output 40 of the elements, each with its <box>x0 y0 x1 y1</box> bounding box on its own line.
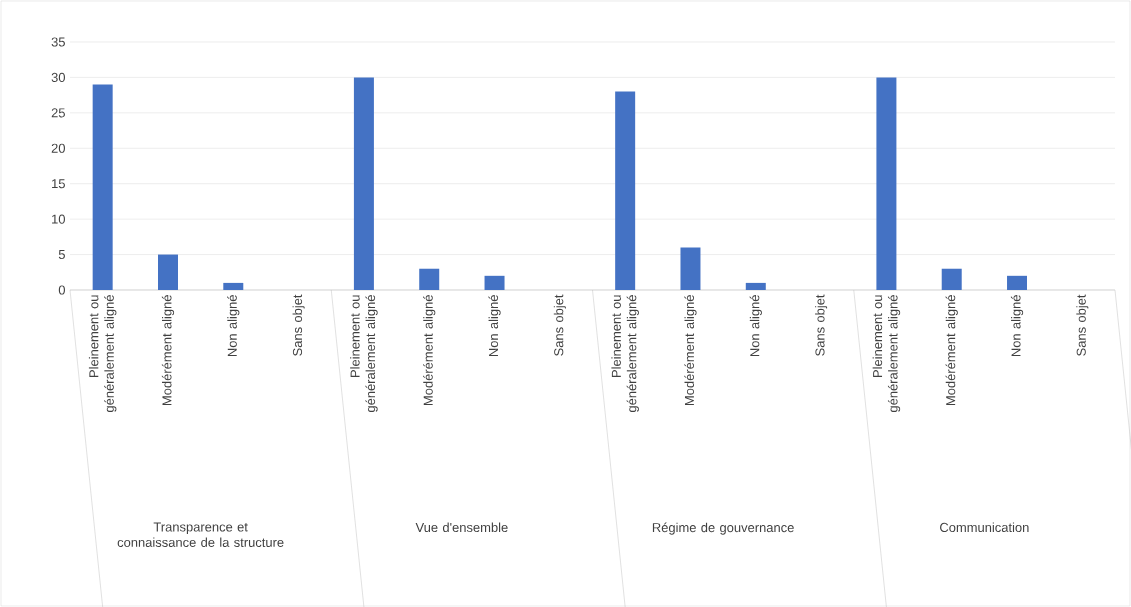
x-tick-label: Modérément aligné <box>945 295 958 406</box>
x-tick-label: Pleinement ou généralement aligné <box>88 295 117 413</box>
y-tick-label: 5 <box>58 250 65 260</box>
x-tick-label: Non aligné <box>227 295 240 357</box>
x-tick-label: Sans objet <box>292 294 305 356</box>
text: Transparence et connaissance de la structure <box>117 522 284 547</box>
x-tick-label: Pleinement ou généralement aligné <box>872 295 901 413</box>
bar <box>223 282 244 290</box>
x-tick-label: Non aligné <box>488 295 501 357</box>
bar <box>941 268 962 290</box>
y-tick-label: 25 <box>51 108 65 118</box>
bar <box>615 91 636 290</box>
y-tick-label: 0 <box>58 285 65 295</box>
bar <box>157 254 178 290</box>
x-tick-label: Modérément aligné <box>161 295 175 406</box>
bar <box>419 268 440 290</box>
y-tick-label: 10 <box>52 214 65 224</box>
bar <box>92 84 113 290</box>
bar <box>680 247 701 290</box>
bar <box>876 77 897 290</box>
x-tick-label: Non aligné <box>749 295 762 357</box>
x-tick-label: Modérément aligné <box>423 295 436 406</box>
x-tick-label: Modérément aligné <box>684 295 697 406</box>
y-tick-label: 30 <box>51 72 65 82</box>
y-tick-label: 35 <box>51 37 65 47</box>
text: Communication <box>940 522 1029 533</box>
x-tick-label: Pleinement ou généralement aligné <box>350 295 378 413</box>
text: Régime de gouvernance <box>652 522 794 535</box>
x-tick-label: Sans objet <box>815 294 828 356</box>
x-tick-label: Sans objet <box>553 294 566 356</box>
y-tick-label: 20 <box>51 143 65 153</box>
bar <box>484 275 505 290</box>
x-tick-label: Pleinement ou généralement aligné <box>611 295 639 413</box>
x-tick-label: Non aligné <box>1010 295 1024 357</box>
text: Vue d'ensemble <box>415 522 508 533</box>
bar <box>1007 275 1028 290</box>
bar <box>353 77 374 290</box>
bar <box>745 282 766 290</box>
y-tick-label: 15 <box>52 179 65 189</box>
x-tick-label: Sans objet <box>1076 294 1089 356</box>
